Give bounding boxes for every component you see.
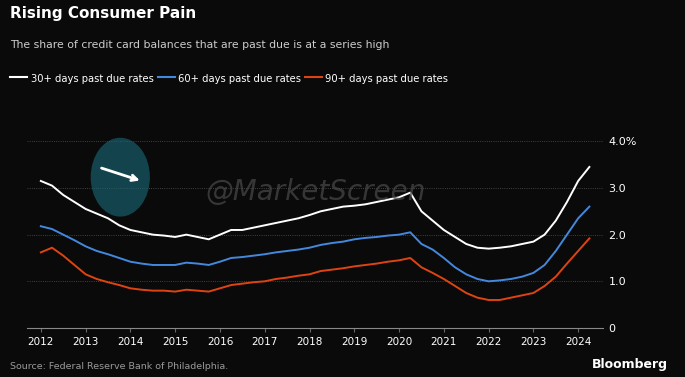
Text: 30+ days past due rates: 30+ days past due rates (31, 74, 153, 84)
Text: The share of credit card balances that are past due is at a series high: The share of credit card balances that a… (10, 40, 390, 50)
Text: Bloomberg: Bloomberg (592, 359, 668, 371)
Text: Source: Federal Reserve Bank of Philadelphia.: Source: Federal Reserve Bank of Philadel… (10, 362, 229, 371)
Text: @MarketScreen: @MarketScreen (205, 178, 425, 206)
Ellipse shape (90, 138, 150, 216)
Text: 60+ days past due rates: 60+ days past due rates (178, 74, 301, 84)
Text: Rising Consumer Pain: Rising Consumer Pain (10, 6, 197, 21)
Text: 90+ days past due rates: 90+ days past due rates (325, 74, 449, 84)
